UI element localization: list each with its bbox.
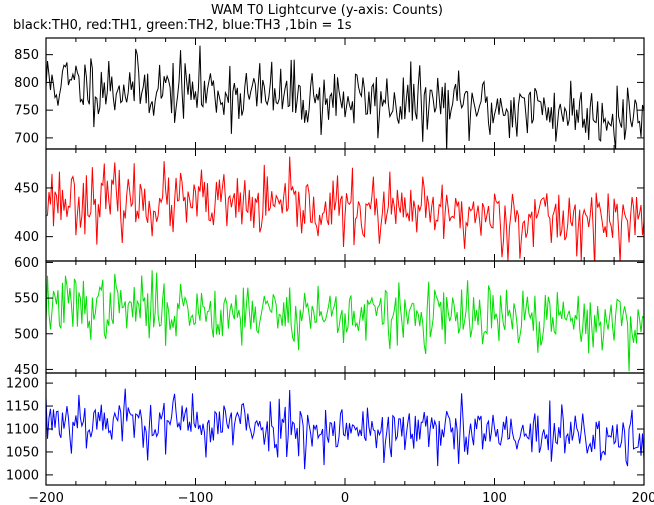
y-tick-label: 550	[14, 292, 39, 307]
series-line-th2	[46, 270, 644, 372]
y-tick-label: 850	[14, 48, 39, 63]
y-tick-label: 1050	[6, 445, 39, 460]
series-line-th3	[46, 388, 644, 470]
y-tick-label: 800	[14, 76, 39, 91]
chart-subtitle: black:TH0, red:TH1, green:TH2, blue:TH3 …	[13, 18, 352, 33]
series-line-th0	[46, 45, 644, 149]
y-tick-label: 750	[14, 104, 39, 119]
x-tick-label: 200	[632, 491, 654, 505]
y-tick-label: 700	[14, 131, 39, 146]
y-tick-label: 450	[14, 363, 39, 378]
y-tick-label: 600	[14, 256, 39, 271]
y-tick-label: 1150	[6, 400, 39, 415]
y-tick-label: 1100	[6, 423, 39, 438]
chart-title: WAM T0 Lightcurve (y-axis: Counts)	[211, 3, 443, 18]
y-tick-label: 500	[14, 327, 39, 342]
y-tick-label: 400	[14, 230, 39, 245]
x-tick-label: −200	[28, 491, 64, 505]
y-tick-label: 1000	[6, 468, 39, 483]
x-tick-label: 0	[341, 491, 349, 505]
x-tick-label: −100	[178, 491, 214, 505]
y-tick-label: 450	[14, 181, 39, 196]
y-tick-label: 1200	[6, 377, 39, 392]
x-tick-label: 100	[482, 491, 507, 505]
series-line-th1	[46, 156, 644, 261]
